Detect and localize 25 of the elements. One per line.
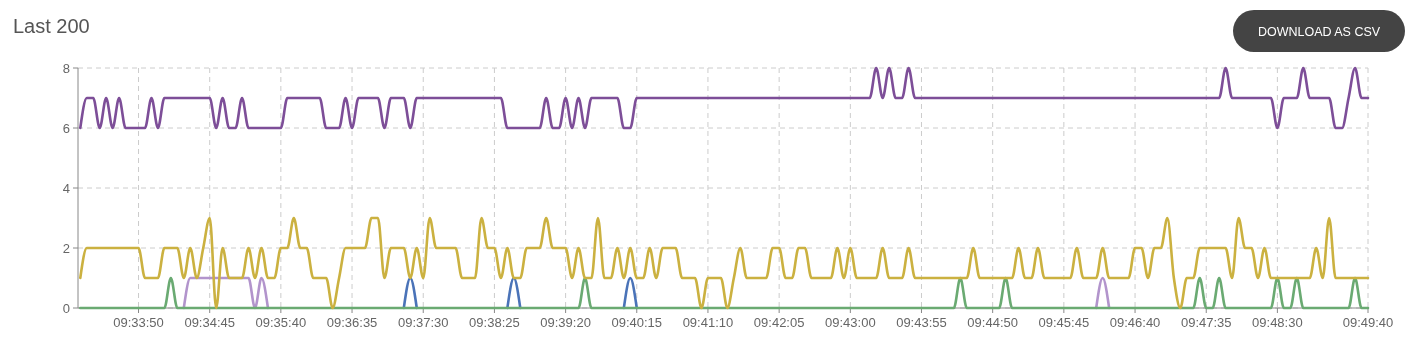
x-tick-label: 09:37:30 (397, 315, 449, 330)
x-tick-label: 09:42:05 (753, 315, 805, 330)
y-tick-label: 0 (62, 300, 70, 316)
x-tick-label: 09:34:45 (184, 315, 236, 330)
x-tick-label: 09:33:50 (113, 315, 164, 330)
y-tick-label: 4 (62, 180, 70, 196)
x-tick-label: 09:40:15 (611, 315, 663, 330)
y-tick-label: 2 (62, 240, 70, 256)
x-tick-label: 09:43:00 (825, 315, 876, 330)
chart-title: Last 200 (13, 15, 90, 37)
x-tick-label: 09:43:55 (896, 315, 947, 330)
x-tick-label: 09:49:40 (1342, 315, 1394, 330)
x-tick-label: 09:48:30 (1252, 315, 1303, 330)
x-tick-label: 09:45:45 (1038, 315, 1090, 330)
x-tick-label: 09:47:35 (1180, 315, 1232, 330)
x-tick-label: 09:46:40 (1109, 315, 1161, 330)
x-tick-label: 09:35:40 (255, 315, 307, 330)
x-tick-label: 09:38:25 (469, 315, 520, 330)
y-tick-label: 6 (62, 120, 70, 136)
x-tick-label: 09:39:20 (540, 315, 591, 330)
y-tick-label: 8 (62, 60, 70, 76)
download-button: DOWNLOAD AS CSV (1233, 10, 1405, 52)
x-tick-label: 09:41:10 (682, 315, 734, 330)
x-tick-label: 09:36:35 (326, 315, 378, 330)
x-tick-label: 09:44:50 (967, 315, 1018, 330)
